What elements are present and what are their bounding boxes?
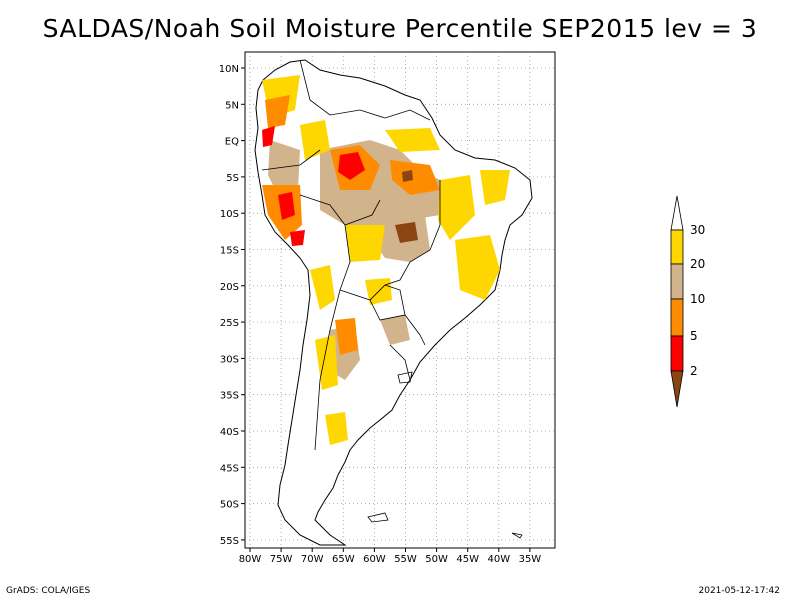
lon-tick-label: 60W [363,554,386,565]
colorbar-segment-2-5 [670,335,684,372]
country-borders [261,59,441,451]
lat-tick-label: 55S [220,536,239,547]
lat-tick-label: 45S [220,463,239,474]
lat-tick-label: 5N [225,100,239,111]
lon-tick-label: 45W [456,554,479,565]
shading-below-2 [395,170,418,243]
lat-tick-label: 50S [220,500,239,511]
lon-tick-label: 75W [270,554,293,565]
lon-tick-label: 80W [239,554,262,565]
lat-tick-label: 5S [226,173,239,184]
lon-tick-label: 50W [425,554,448,565]
colorbar-segment-10-20 [670,263,684,300]
islands [367,371,523,539]
lon-tick-label: 65W [332,554,355,565]
colorbar-segment-5-10 [670,298,684,337]
colorbar-label-2: 2 [690,364,698,378]
colorbar-label-5: 5 [690,329,698,343]
lat-tick-label: 30S [220,354,239,365]
colorbar-bottom-triangle [670,370,684,408]
colorbar: 30 20 10 5 2 [670,195,705,408]
footer-credit: GrADS: COLA/IGES [6,586,91,596]
shading-2-5 [262,126,365,246]
footer-timestamp: 2021-05-12-17:42 [698,586,781,596]
lat-tick-label: 35S [220,391,239,402]
lon-tick-label: 35W [519,554,542,565]
colorbar-label-10: 10 [690,292,705,306]
colorbar-top-triangle [670,195,684,231]
colorbar-segment-20-30 [670,229,684,265]
latitude-labels: 10N 5N EQ 5S 10S 15S 20S 25S 30S 35S 40S 45S 50S 55S [219,64,245,547]
lat-tick-label: EQ [225,137,239,148]
lon-tick-label: 40W [487,554,510,565]
lat-tick-label: 20S [220,282,239,293]
lat-tick-label: 25S [220,318,239,329]
lat-tick-label: 15S [220,246,239,257]
colorbar-label-30: 30 [690,223,705,237]
lon-tick-label: 70W [301,554,324,565]
map-title: SALDAS/Noah Soil Moisture Percentile SEP… [42,14,758,43]
lat-tick-label: 10N [219,64,239,75]
colorbar-label-20: 20 [690,257,705,271]
lat-tick-label: 10S [220,209,239,220]
lat-tick-label: 40S [220,427,239,438]
longitude-labels: 80W 75W 70W 65W 60W 55W 50W 45W 40W 35W [239,548,542,565]
lon-tick-label: 55W [394,554,417,565]
